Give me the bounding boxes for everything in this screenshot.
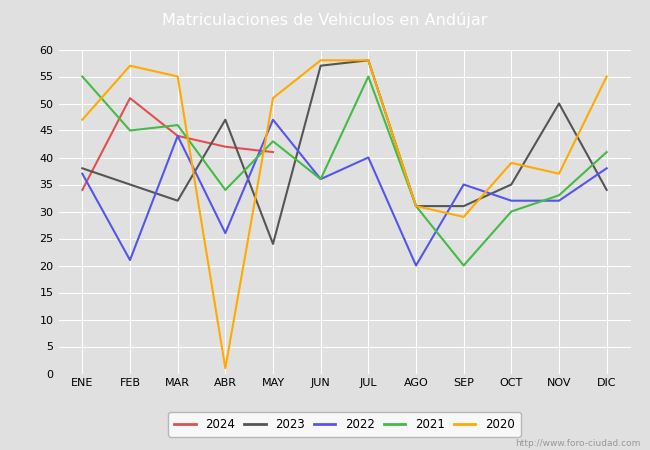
Text: Matriculaciones de Vehiculos en Andújar: Matriculaciones de Vehiculos en Andújar [162, 12, 488, 28]
Legend: 2024, 2023, 2022, 2021, 2020: 2024, 2023, 2022, 2021, 2020 [168, 412, 521, 436]
Text: http://www.foro-ciudad.com: http://www.foro-ciudad.com [515, 439, 640, 448]
